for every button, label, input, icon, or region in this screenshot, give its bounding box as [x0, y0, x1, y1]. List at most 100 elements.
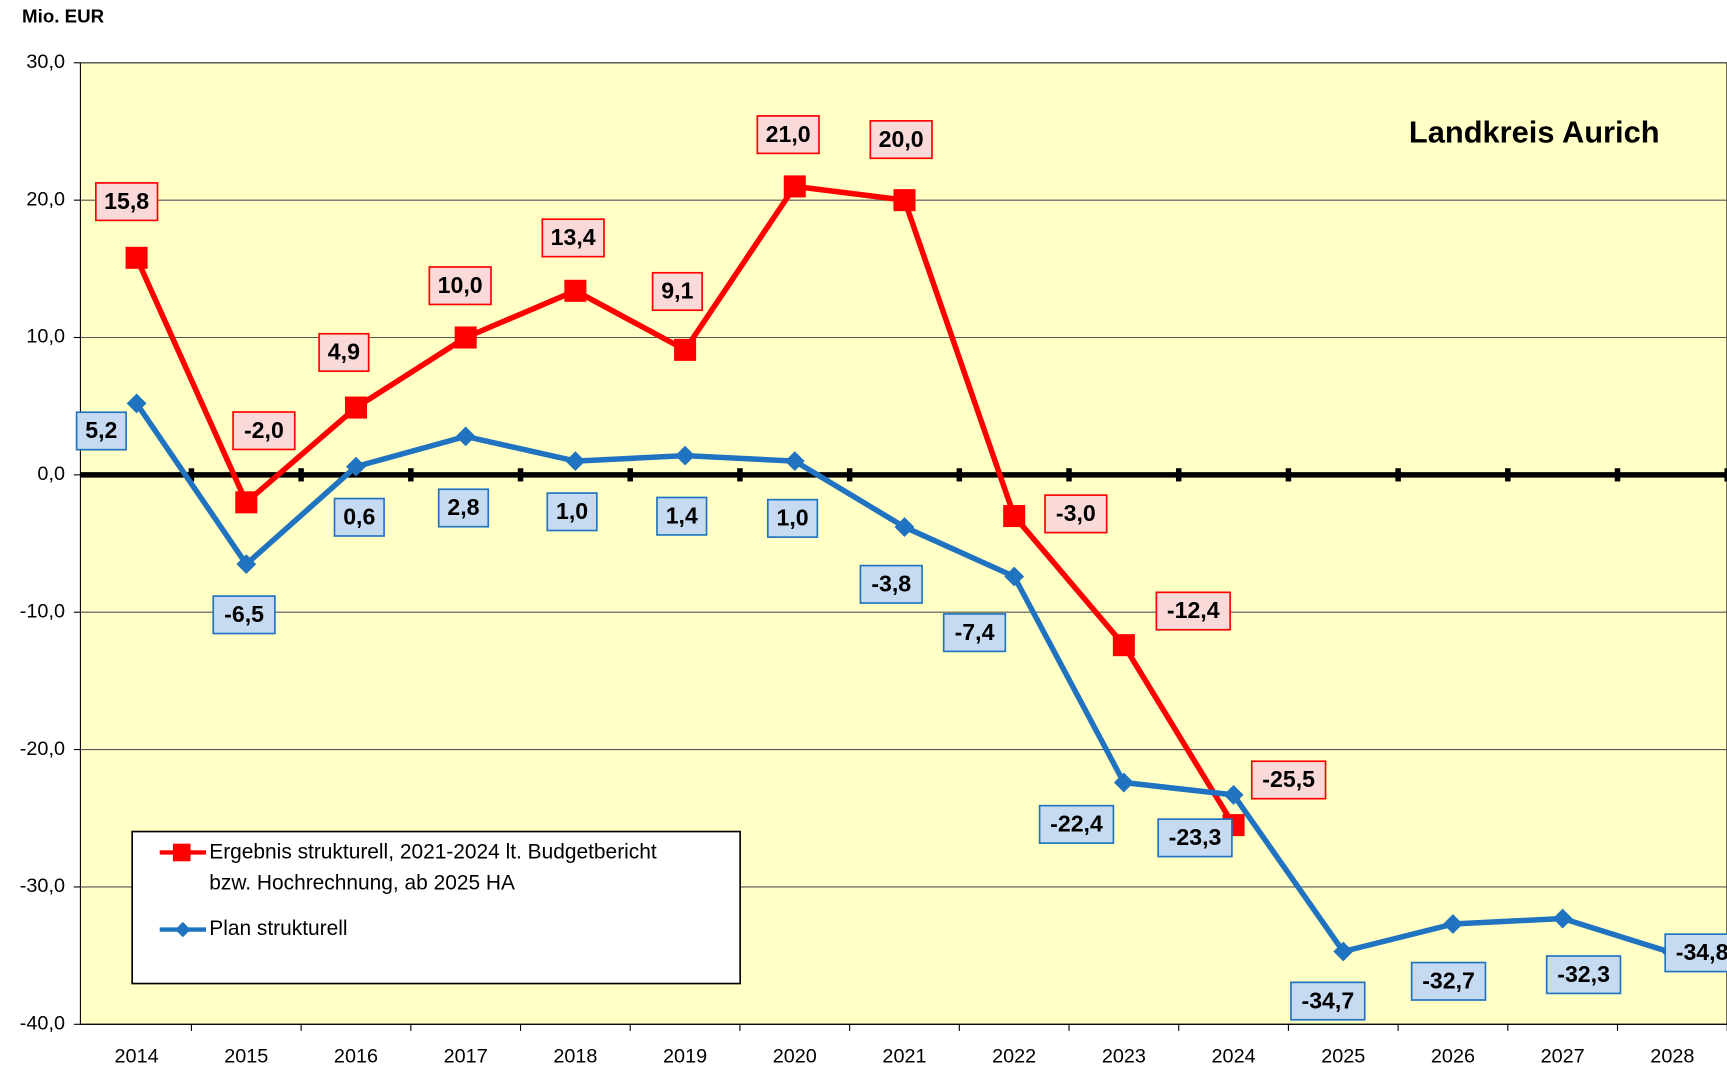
x-tick-label: 2019	[663, 1046, 707, 1068]
marker	[1443, 914, 1463, 934]
legend-marker	[172, 843, 191, 862]
data-label-box	[1250, 760, 1327, 800]
marker	[564, 279, 587, 302]
data-label-box	[942, 613, 1007, 653]
chart-title: Landkreis Aurich	[1409, 115, 1660, 150]
data-label: -34,7	[1302, 987, 1355, 1013]
data-label-box	[1545, 955, 1622, 995]
data-label-box	[1038, 804, 1115, 844]
data-label-box	[756, 115, 820, 155]
marker	[344, 396, 367, 419]
marker	[1004, 566, 1025, 587]
x-tick-label: 2020	[773, 1046, 817, 1068]
data-label: -3,0	[1056, 500, 1096, 526]
data-label-box	[656, 496, 708, 536]
data-label-box	[95, 182, 159, 222]
data-label-box	[232, 411, 296, 451]
data-label: 0,6	[343, 503, 375, 529]
x-tick-label: 2023	[1102, 1046, 1146, 1068]
data-label: 1,0	[777, 505, 809, 531]
data-label-box	[428, 266, 492, 306]
data-label-box	[1044, 494, 1108, 534]
marker	[1113, 772, 1134, 793]
data-label: 21,0	[766, 121, 811, 147]
data-label-box	[318, 332, 370, 373]
y-tick-label: 30,0	[26, 51, 65, 73]
y-tick-label: 10,0	[26, 326, 65, 348]
data-label-box	[1157, 818, 1233, 858]
marker	[674, 338, 697, 361]
data-label: 1,0	[556, 498, 588, 524]
y-tick-label: -30,0	[20, 875, 65, 897]
marker	[783, 175, 806, 198]
marker	[235, 491, 258, 514]
data-label: -32,7	[1422, 968, 1475, 994]
data-label: 2,8	[447, 494, 479, 520]
x-tick-label: 2014	[115, 1046, 159, 1068]
data-label-box	[541, 218, 605, 258]
data-label: -6,5	[224, 601, 264, 627]
x-tick-label: 2027	[1541, 1046, 1585, 1068]
y-axis-label: Mio. EUR	[22, 6, 105, 27]
x-tick-label: 2026	[1431, 1046, 1475, 1068]
data-label-box	[651, 271, 703, 312]
x-tick-label: 2016	[334, 1046, 378, 1068]
x-tick-label: 2028	[1650, 1046, 1694, 1068]
data-label-box	[333, 497, 385, 537]
marker	[565, 451, 586, 472]
data-label: 20,0	[879, 126, 924, 152]
legend-label: Plan strukturell	[209, 917, 347, 940]
data-label: 5,2	[85, 417, 117, 443]
marker	[894, 517, 915, 537]
legend-marker	[175, 921, 191, 938]
data-label: -7,4	[955, 619, 995, 645]
marker	[1003, 505, 1026, 528]
data-label-box	[437, 488, 490, 528]
data-label-box	[1410, 961, 1487, 1001]
marker	[125, 246, 148, 269]
data-label: 13,4	[551, 224, 596, 250]
marker	[893, 189, 916, 212]
y-tick-label: -10,0	[20, 600, 65, 622]
data-label: -3,8	[871, 571, 911, 597]
data-label: -22,4	[1050, 811, 1103, 837]
data-label: 15,8	[104, 188, 149, 214]
y-tick-label: -40,0	[20, 1013, 65, 1035]
data-label: -12,4	[1167, 597, 1220, 623]
data-label: -2,0	[244, 417, 284, 443]
data-label: 4,9	[328, 339, 360, 365]
data-label: 9,1	[661, 278, 693, 304]
data-label-box	[75, 411, 127, 451]
legend-label: Ergebnis strukturell, 2021-2024 lt. Budg…	[209, 840, 657, 894]
data-label-box	[1155, 591, 1231, 631]
x-tick-label: 2025	[1321, 1046, 1365, 1068]
data-label: 10,0	[438, 272, 483, 298]
marker	[454, 326, 477, 349]
x-tick-label: 2024	[1212, 1046, 1256, 1068]
data-label-box	[869, 120, 933, 160]
y-tick-label: 20,0	[26, 188, 65, 210]
x-tick-label: 2015	[224, 1046, 268, 1068]
x-tick-label: 2017	[444, 1046, 488, 1068]
x-tick-label: 2022	[992, 1046, 1036, 1068]
data-label: -34,8	[1676, 939, 1727, 965]
data-label-box	[766, 498, 819, 538]
data-label-box	[212, 595, 276, 635]
data-label-box	[1290, 981, 1366, 1021]
x-tick-label: 2018	[553, 1046, 597, 1068]
marker	[1333, 941, 1354, 962]
marker	[1223, 784, 1244, 805]
data-label: -32,3	[1557, 961, 1610, 987]
x-tick-label: 2021	[882, 1046, 926, 1068]
marker	[1112, 634, 1135, 657]
y-tick-label: -20,0	[20, 738, 65, 760]
data-label: -23,3	[1169, 824, 1222, 850]
marker	[1552, 908, 1573, 929]
data-label: -25,5	[1262, 766, 1315, 792]
data-label-box	[859, 564, 923, 604]
data-label-box	[1664, 933, 1727, 973]
data-label-box	[546, 492, 598, 532]
legend	[131, 830, 741, 985]
data-label: 1,4	[666, 502, 698, 528]
